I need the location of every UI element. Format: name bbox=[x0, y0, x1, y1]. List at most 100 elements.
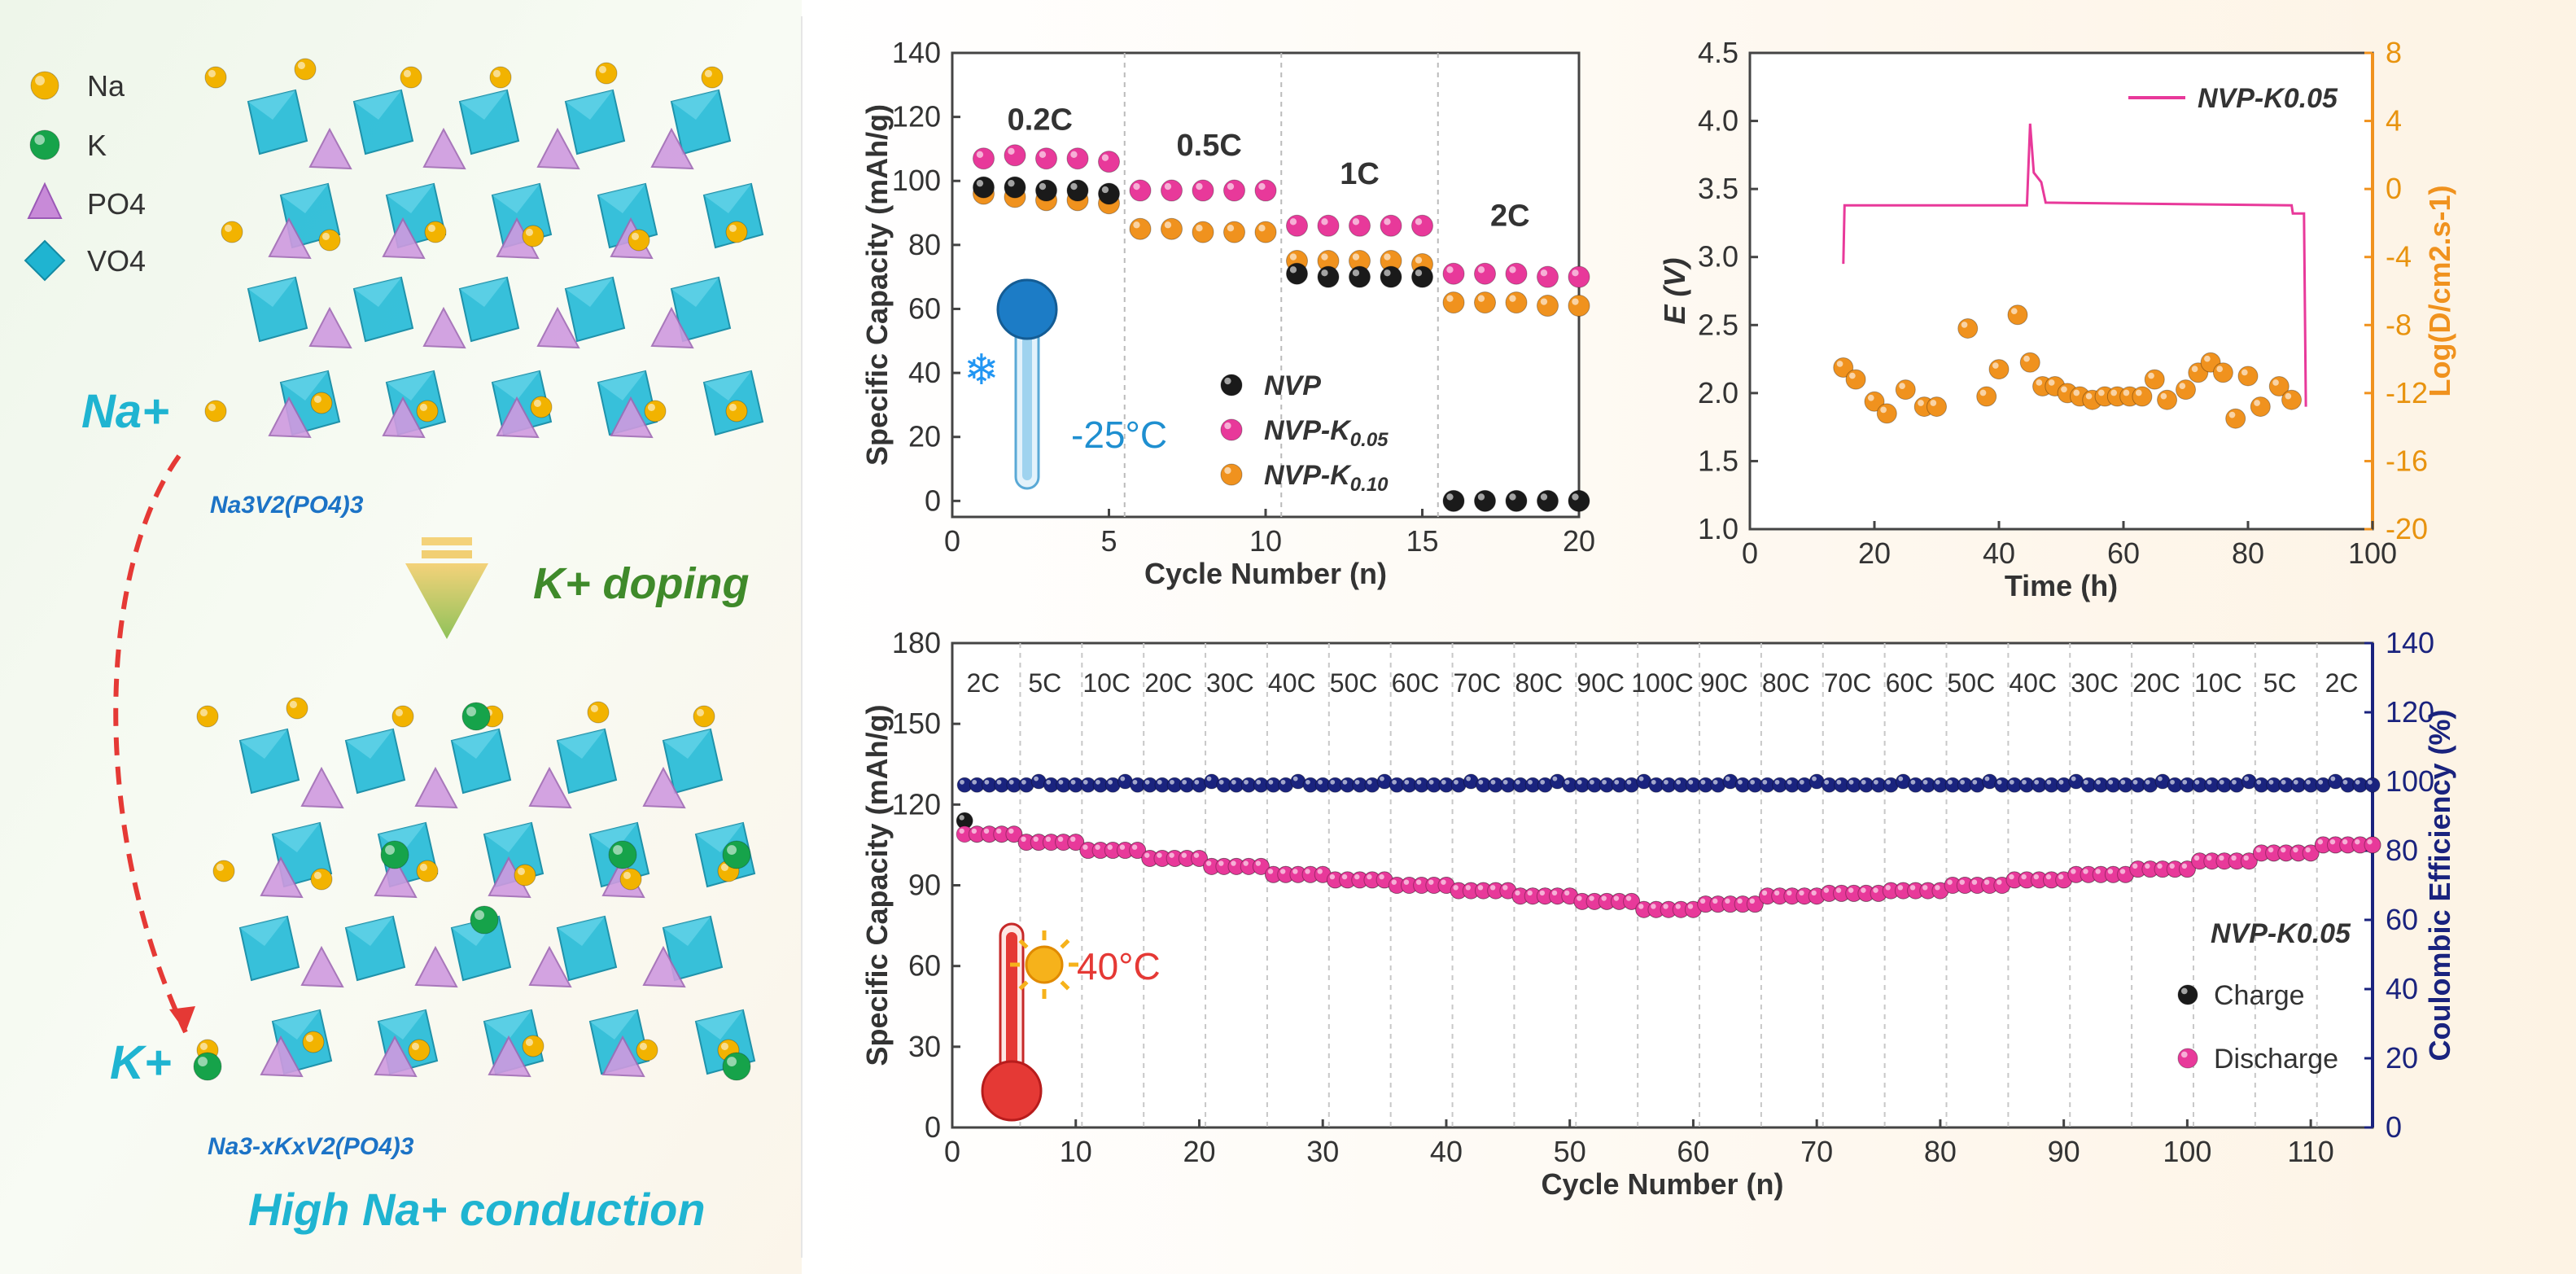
sample-label: NVP-K0.05 bbox=[2211, 918, 2351, 949]
point-nvp-k010-highlight bbox=[1133, 221, 1140, 229]
legend-swatch-2 bbox=[1220, 463, 1243, 486]
ce-point-highlight bbox=[1120, 776, 1126, 781]
x-tick-label: 10 bbox=[1060, 1135, 1092, 1168]
thermometer-bulb bbox=[996, 278, 1058, 340]
discharge-point-highlight bbox=[1699, 898, 1706, 904]
point-nvp-k005-highlight bbox=[1415, 218, 1423, 225]
ce-point-highlight bbox=[2194, 779, 2200, 785]
vo4-face bbox=[387, 184, 434, 213]
discharge-point-highlight bbox=[1391, 879, 1397, 885]
point-nvp-k010 bbox=[1192, 221, 1214, 243]
na-atom bbox=[286, 697, 308, 720]
vo4-face bbox=[696, 823, 743, 852]
na-atom-highlight bbox=[289, 700, 298, 708]
na-ion-label: Na+ bbox=[81, 385, 169, 438]
point-nvp-k005 bbox=[1474, 262, 1496, 285]
point-nvp-highlight bbox=[1101, 186, 1109, 194]
discharge-point-highlight bbox=[1317, 869, 1323, 874]
na-atom bbox=[302, 1031, 325, 1053]
x-tick-label: 15 bbox=[1406, 524, 1438, 558]
discharge-point-highlight bbox=[1292, 869, 1298, 874]
po4-tetrahedron bbox=[300, 945, 344, 988]
po4-tetrahedron bbox=[382, 396, 426, 439]
discharge-point-highlight bbox=[1008, 828, 1014, 834]
x-tick-label: 80 bbox=[2232, 536, 2264, 570]
vo4-face bbox=[696, 1010, 743, 1040]
diffusivity-point-highlight bbox=[1849, 372, 1856, 379]
discharge-point-highlight bbox=[1835, 887, 1842, 893]
point-nvp bbox=[1349, 265, 1371, 288]
na-atom bbox=[416, 860, 439, 882]
y-tick-label: 2.0 bbox=[1698, 376, 1738, 409]
y-tick-label: 2.5 bbox=[1698, 308, 1738, 341]
point-nvp-k005-highlight bbox=[1509, 266, 1516, 274]
diffusivity-point-highlight bbox=[2228, 411, 2236, 418]
na-atom-highlight bbox=[403, 69, 412, 77]
x-tick-label: 90 bbox=[2048, 1135, 2080, 1168]
discharge-point-highlight bbox=[1848, 887, 1854, 893]
y-tick-label: 60 bbox=[908, 949, 941, 983]
diffusivity-point-highlight bbox=[2160, 392, 2167, 400]
ce-point-highlight bbox=[2232, 779, 2237, 785]
diffusivity-point-highlight bbox=[2148, 372, 2154, 379]
k-atom-highlight bbox=[727, 845, 737, 856]
discharge-point-highlight bbox=[1577, 895, 1582, 901]
ce-point-highlight bbox=[1354, 779, 1360, 785]
vo4-face bbox=[598, 371, 645, 401]
discharge-point-highlight bbox=[2071, 869, 2076, 874]
ce-point-highlight bbox=[2096, 779, 2101, 785]
point-nvp-k005-highlight bbox=[1196, 182, 1203, 190]
ce-point-highlight bbox=[1984, 776, 1990, 781]
discharge-point-highlight bbox=[1231, 860, 1236, 866]
diffusivity-point-highlight bbox=[1836, 361, 1843, 367]
k-atom bbox=[722, 1052, 751, 1081]
na-atom-highlight bbox=[395, 708, 404, 716]
point-nvp-k010-highlight bbox=[1289, 253, 1297, 260]
po4-tetrahedron bbox=[650, 306, 694, 349]
ce-point-highlight bbox=[960, 779, 964, 785]
rate-label: 50C bbox=[1947, 668, 1995, 698]
point-nvp-k005 bbox=[1442, 262, 1465, 285]
ce-point-highlight bbox=[1231, 779, 1236, 785]
vo4-face bbox=[558, 729, 605, 759]
discharge-point-highlight bbox=[2181, 863, 2188, 869]
discharge-point-highlight bbox=[1489, 885, 1496, 891]
na-atom bbox=[595, 62, 618, 85]
ce-point-highlight bbox=[2293, 779, 2298, 785]
point-nvp-k005 bbox=[1411, 214, 1433, 237]
na-atom-highlight bbox=[696, 708, 704, 716]
vo4-face bbox=[346, 917, 393, 946]
discharge-point-highlight bbox=[1749, 898, 1756, 904]
ce-point-highlight bbox=[1008, 779, 1014, 785]
na-atom-highlight bbox=[623, 871, 631, 879]
po4-tetrahedron bbox=[374, 856, 418, 899]
na-atom-highlight bbox=[639, 1042, 647, 1050]
y2-tick-label: 140 bbox=[2386, 626, 2434, 659]
point-nvp-k005-highlight bbox=[1101, 154, 1109, 161]
point-nvp-k005 bbox=[1505, 262, 1528, 285]
ce-point-highlight bbox=[2367, 779, 2373, 785]
discharge-point-highlight bbox=[1947, 879, 1953, 885]
point-nvp-k010-highlight bbox=[1352, 253, 1360, 260]
point-nvp-k005 bbox=[1254, 179, 1277, 202]
vo4-face bbox=[354, 90, 401, 120]
ce-point-highlight bbox=[1454, 779, 1459, 785]
ce-point-highlight bbox=[1676, 779, 1681, 785]
y-tick-label: 100 bbox=[892, 164, 941, 197]
vo4-face bbox=[484, 1010, 531, 1040]
crystal-structure-top bbox=[204, 58, 764, 439]
discharge-point-highlight bbox=[959, 828, 964, 834]
point-nvp-highlight bbox=[976, 180, 984, 187]
y-axis-title: Specific Capacity (mAh/g) bbox=[860, 104, 894, 466]
y-axis-title: E (V) bbox=[1658, 257, 1691, 324]
y-tick-label: 90 bbox=[908, 869, 941, 902]
discharge-point-highlight bbox=[1205, 860, 1212, 866]
point-nvp bbox=[1505, 489, 1528, 512]
point-nvp-k005 bbox=[1035, 147, 1057, 170]
ce-point-highlight bbox=[2219, 779, 2224, 785]
discharge-point-highlight bbox=[1527, 890, 1533, 896]
na-atom-highlight bbox=[427, 224, 435, 233]
point-nvp bbox=[1098, 182, 1120, 205]
point-nvp-highlight bbox=[1446, 493, 1454, 501]
